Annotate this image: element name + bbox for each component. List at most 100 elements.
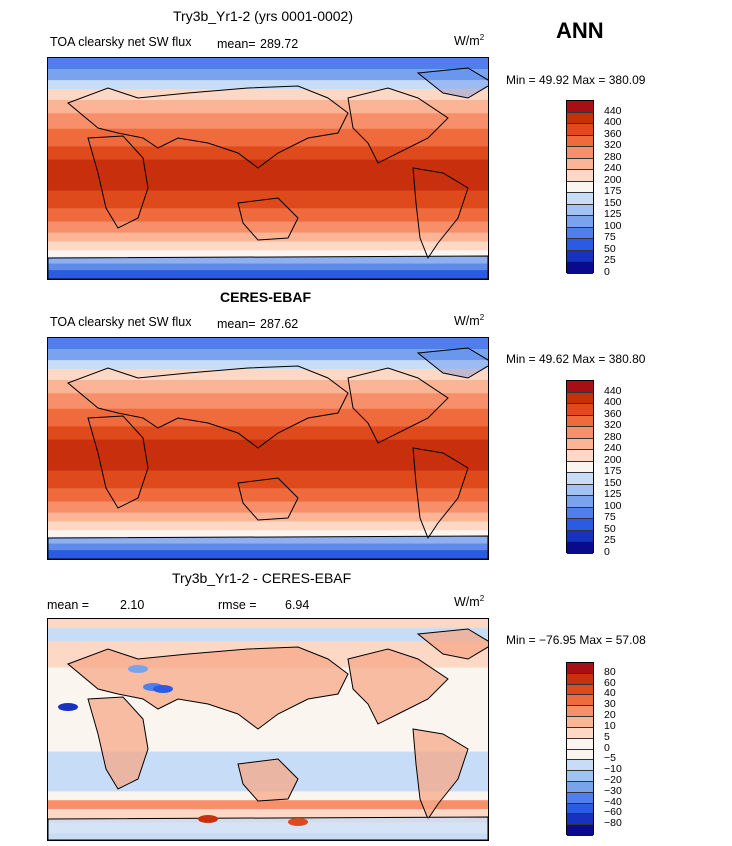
- panel2-colorbar: [566, 380, 594, 554]
- colorbar-tick-label: 50: [604, 242, 616, 255]
- colorbar-swatch: [567, 760, 593, 772]
- colorbar-swatch: [567, 450, 593, 462]
- continent-outline: [412, 167, 469, 260]
- field-band: [48, 146, 488, 161]
- colorbar-tick-label: −5: [604, 752, 616, 765]
- colorbar-tick-label: 240: [604, 442, 622, 455]
- field-band: [48, 208, 488, 223]
- colorbar-tick-label: −60: [604, 806, 622, 819]
- panel2-title: CERES-EBAF: [220, 289, 312, 305]
- colorbar-tick-label: 200: [604, 173, 622, 186]
- field-band: [48, 159, 488, 192]
- colorbar-tick-label: 0: [604, 266, 610, 278]
- continent-outline: [347, 87, 449, 164]
- panel1-field: [48, 58, 488, 279]
- colorbar-tick-label: 280: [604, 150, 622, 163]
- colorbar-swatch: [567, 484, 593, 497]
- field-band: [48, 393, 488, 410]
- colorbar-tick-label: 150: [604, 476, 622, 489]
- continent-outline: [87, 415, 149, 509]
- colorbar-tick-label: 50: [604, 522, 616, 535]
- colorbar-swatch: [567, 530, 593, 543]
- continent-outline: [237, 758, 299, 802]
- continent-outline: [87, 135, 149, 229]
- colorbar-tick-label: 30: [604, 698, 616, 711]
- continent-outline: [67, 85, 349, 169]
- season-label: ANN: [556, 18, 604, 43]
- colorbar-tick-label: 40: [604, 687, 616, 700]
- field-band: [48, 439, 488, 472]
- panel3-colorbar: [566, 662, 594, 836]
- field-band: [48, 426, 488, 441]
- colorbar-tick-label: 200: [604, 453, 622, 466]
- colorbar-swatch: [567, 404, 593, 416]
- colorbar-tick-label: 360: [604, 127, 622, 140]
- colorbar-swatch: [567, 507, 593, 520]
- colorbar-swatch: [567, 147, 593, 159]
- colorbar-swatch: [567, 181, 593, 194]
- panel2-map: [47, 337, 489, 560]
- field-band: [48, 619, 488, 629]
- panel1-title: Try3b_Yr1-2 (yrs 0001-0002): [173, 8, 354, 24]
- colorbar-tick-label: 10: [604, 719, 616, 732]
- continent-outline: [347, 648, 449, 725]
- field-band: [48, 250, 488, 258]
- colorbar-tick-label: 100: [604, 499, 622, 512]
- panel3-mean-label: mean =: [47, 598, 90, 612]
- panel3-minmax: Min = −76.95 Max = 57.08: [506, 633, 646, 647]
- colorbar-swatch: [567, 825, 593, 836]
- panel3-map: [47, 618, 489, 841]
- field-band: [48, 270, 488, 279]
- field-band: [48, 501, 488, 514]
- colorbar-swatch: [567, 250, 593, 263]
- continent-outline: [412, 728, 469, 821]
- colorbar-tick-label: −10: [604, 763, 622, 776]
- field-band: [48, 256, 488, 265]
- panel3-mean-value: 2.10: [120, 598, 145, 612]
- colorbar-swatch: [567, 392, 593, 405]
- field-band: [48, 241, 488, 252]
- colorbar-tick-label: 0: [604, 546, 610, 558]
- panel1-variable-label: TOA clearsky net SW flux: [50, 35, 192, 49]
- colorbar-tick-label: 25: [604, 254, 616, 267]
- field-band: [48, 530, 488, 538]
- colorbar-tick-label: 175: [604, 465, 622, 478]
- colorbar-tick-label: 25: [604, 534, 616, 547]
- colorbar-tick-label: −30: [604, 784, 622, 797]
- anomaly-patch: [58, 703, 78, 711]
- colorbar-tick-label: −80: [604, 817, 622, 830]
- colorbar-tick-label: 100: [604, 219, 622, 232]
- field-band: [48, 99, 488, 115]
- panel1-minmax: Min = 49.92 Max = 380.09: [506, 73, 646, 87]
- colorbar-tick-label: 280: [604, 430, 622, 443]
- panel3-title: Try3b_Yr1-2 - CERES-EBAF: [172, 570, 352, 586]
- field-band: [48, 379, 488, 395]
- colorbar-tick-label: 440: [604, 104, 622, 117]
- field-band: [48, 88, 488, 101]
- panel1-mean-value: 289.72: [260, 37, 299, 51]
- field-band: [48, 550, 488, 559]
- field-band: [48, 488, 488, 503]
- colorbar-tick-label: 80: [604, 665, 616, 678]
- colorbar-tick-label: 125: [604, 488, 622, 501]
- colorbar-swatch: [567, 519, 593, 531]
- colorbar-swatch: [567, 542, 593, 554]
- colorbar-swatch: [567, 101, 593, 113]
- colorbar-swatch: [567, 112, 593, 125]
- continent-outline: [237, 477, 299, 521]
- field-band: [48, 221, 488, 234]
- colorbar-swatch: [567, 673, 593, 685]
- colorbar-swatch: [567, 381, 593, 393]
- colorbar-swatch: [567, 663, 593, 674]
- colorbar-swatch: [567, 461, 593, 474]
- colorbar-tick-label: 75: [604, 231, 616, 244]
- colorbar-swatch: [567, 771, 593, 782]
- colorbar-swatch: [567, 158, 593, 171]
- continent-outline: [416, 347, 488, 379]
- panel2-field: [48, 338, 488, 559]
- continent-outline: [416, 67, 488, 99]
- colorbar-tick-label: 400: [604, 396, 622, 409]
- colorbar-tick-label: 150: [604, 196, 622, 209]
- panel2-units: W/m2: [454, 313, 485, 329]
- colorbar-tick-label: 125: [604, 208, 622, 221]
